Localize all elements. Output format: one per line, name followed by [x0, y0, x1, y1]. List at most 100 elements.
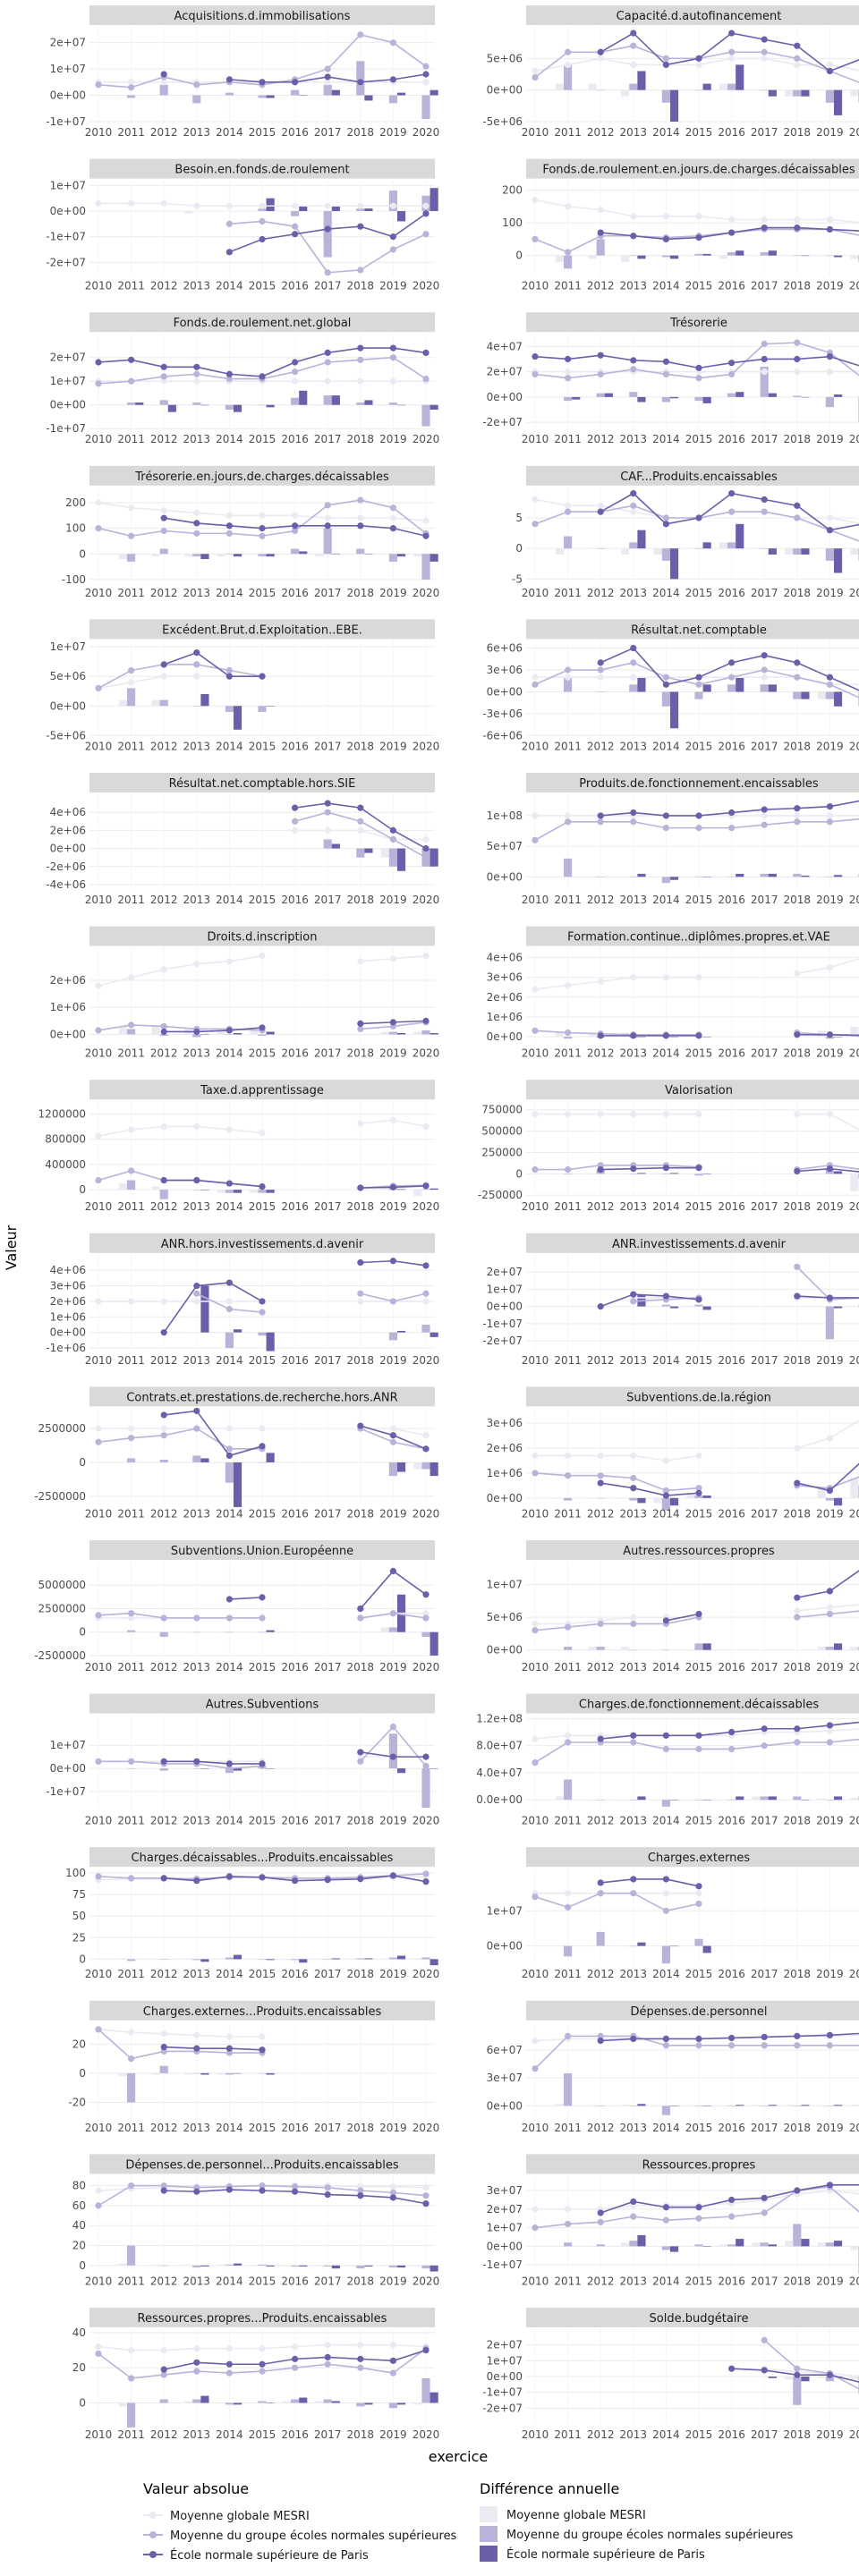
diff-bar-paris	[200, 1285, 209, 1333]
diff-bar-mesri	[118, 554, 128, 560]
series-point-mesri	[193, 202, 200, 209]
series-point-mesri	[357, 377, 364, 385]
series-line-ens	[534, 1892, 700, 1912]
series-point-paris	[225, 673, 233, 680]
diff-bar-ens	[825, 2377, 834, 2382]
series-point-paris	[695, 812, 702, 819]
x-tick-label: 2016	[281, 126, 309, 139]
x-tick-label: 2012	[150, 1507, 178, 1520]
panel-title: Besoin.en.fonds.de.roulement	[174, 164, 349, 177]
x-tick-label: 2015	[249, 1047, 276, 1060]
y-tick-label: 0.0e+00	[476, 1793, 523, 1806]
series-point-paris	[794, 42, 801, 49]
series-point-paris	[357, 2192, 364, 2199]
series-point-ens	[597, 1890, 604, 1897]
x-tick-label: 2018	[784, 280, 812, 292]
series-point-ens	[389, 1298, 396, 1305]
diff-bar-mesri	[315, 554, 324, 557]
x-tick-label: 2010	[85, 1200, 113, 1213]
diff-bar-paris	[266, 1332, 275, 1352]
x-tick-label: 2011	[117, 587, 145, 599]
series-point-ens	[662, 674, 670, 681]
x-tick-label: 2012	[150, 587, 178, 599]
diff-bar-paris	[364, 95, 373, 101]
x-tick-label: 2015	[685, 280, 713, 292]
diff-bar-mesri	[621, 396, 630, 398]
diff-bar-ens	[596, 1497, 605, 1499]
series-point-ens	[565, 1472, 572, 1479]
series-point-paris	[160, 2043, 167, 2051]
diff-bar-mesri	[621, 548, 630, 555]
series-point-ens	[422, 231, 430, 238]
series-line-mesri	[535, 1616, 699, 1625]
series-point-mesri	[565, 1452, 572, 1459]
diff-bar-ens	[225, 2402, 234, 2405]
y-tick-label: 3e+07	[487, 2072, 523, 2084]
series-point-mesri	[826, 1604, 834, 1611]
series-point-paris	[794, 225, 801, 232]
diff-bar-mesri	[380, 1959, 389, 1960]
diff-bar-ens	[793, 89, 802, 97]
series-point-mesri	[695, 1452, 702, 1459]
x-tick-label: 2012	[150, 1047, 178, 1060]
series-point-ens	[630, 1298, 637, 1305]
series-point-ens	[357, 1290, 364, 1297]
series-point-ens	[662, 2216, 670, 2224]
x-tick-label: 2017	[751, 587, 778, 599]
diff-bar-paris	[768, 873, 777, 877]
series-point-paris	[728, 809, 736, 817]
diff-bar-ens	[323, 1959, 332, 1960]
series-point-ens	[193, 1290, 200, 1297]
diff-bar-ens	[596, 1800, 605, 1801]
diff-bar-mesri	[850, 1306, 859, 1308]
series-point-ens	[826, 681, 834, 688]
x-tick-label: 2020	[412, 1507, 440, 1520]
x-tick-label: 2016	[718, 126, 745, 139]
x-tick-label: 2017	[751, 894, 778, 906]
diff-bar-ens	[760, 684, 769, 692]
series-point-mesri	[422, 202, 430, 209]
series-point-ens	[662, 514, 670, 521]
diff-bar-paris	[233, 554, 242, 557]
series-point-ens	[794, 818, 801, 826]
series-line-ens	[534, 1472, 700, 1492]
y-tick-label: 1e+06	[50, 1310, 86, 1323]
y-tick-label: 0e+00	[50, 399, 86, 411]
series-point-paris	[761, 2033, 768, 2041]
y-tick-label: 2e+06	[50, 824, 86, 836]
x-tick-label: 2012	[587, 2428, 615, 2441]
diff-bar-ens	[225, 2264, 234, 2266]
series-line-paris	[164, 1410, 263, 1457]
x-tick-label: 2010	[522, 1507, 549, 1520]
series-point-paris	[630, 1032, 637, 1039]
panel-strip	[89, 465, 435, 486]
x-tick-label: 2017	[751, 740, 778, 752]
x-tick-label: 2014	[216, 1200, 243, 1213]
x-tick-label: 2014	[216, 2275, 243, 2287]
x-tick-label: 2020	[849, 1968, 859, 1980]
series-point-paris	[761, 1725, 768, 1733]
x-tick-label: 2011	[554, 894, 582, 906]
x-tick-label: 2019	[816, 126, 844, 139]
series-point-paris	[128, 356, 135, 363]
diff-bar-paris	[331, 2265, 340, 2269]
series-point-paris	[422, 210, 430, 217]
x-tick-label: 2016	[281, 1200, 309, 1213]
series-point-paris	[662, 235, 670, 242]
series-line-paris	[163, 1282, 263, 1334]
diff-bar-paris	[299, 390, 308, 405]
series-point-paris	[630, 30, 637, 37]
x-tick-label: 2019	[379, 1047, 407, 1060]
y-tick-label: 2e+07	[487, 2339, 523, 2351]
diff-bar-mesri	[151, 95, 160, 97]
diff-bar-paris	[702, 253, 711, 256]
x-tick-label: 2015	[685, 1354, 713, 1367]
series-point-paris	[630, 2198, 637, 2206]
diff-bar-mesri	[588, 1945, 597, 1947]
diff-bar-mesri	[850, 2377, 859, 2380]
series-point-mesri	[422, 1610, 430, 1617]
x-tick-label: 2018	[347, 894, 375, 906]
diff-bar-ens	[159, 548, 168, 555]
series-point-mesri	[794, 1607, 801, 1614]
